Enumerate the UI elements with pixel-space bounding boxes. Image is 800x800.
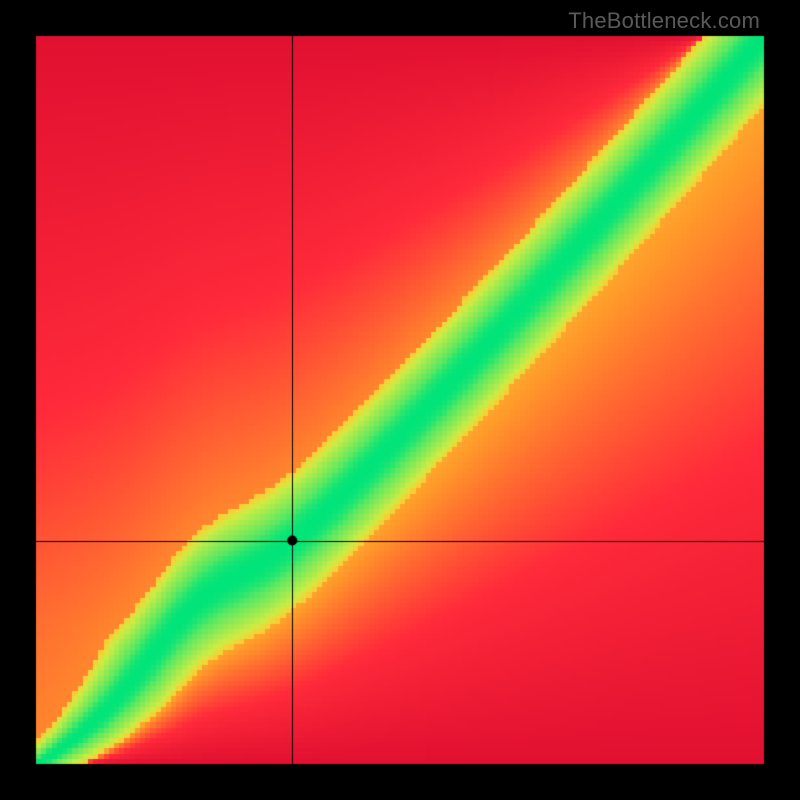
- watermark-text: TheBottleneck.com: [568, 8, 760, 34]
- chart-container: TheBottleneck.com: [0, 0, 800, 800]
- bottleneck-heatmap: [0, 0, 800, 800]
